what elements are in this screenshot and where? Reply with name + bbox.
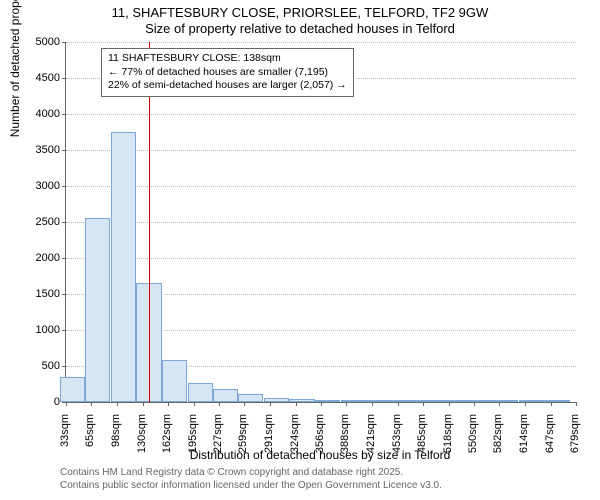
xtick-mark: [117, 402, 118, 406]
chart-title-line1: 11, SHAFTESBURY CLOSE, PRIORSLEE, TELFOR…: [0, 5, 600, 20]
annotation-line1: 11 SHAFTESBURY CLOSE: 138sqm: [108, 52, 347, 66]
xtick-mark: [576, 402, 577, 406]
ytick-label: 1000: [10, 324, 60, 336]
xtick-mark: [474, 402, 475, 406]
histogram-bar: [366, 400, 391, 402]
ytick-mark: [62, 294, 66, 295]
histogram-bar: [519, 400, 544, 402]
histogram-bar: [391, 400, 416, 402]
xtick-label: 453sqm: [391, 414, 403, 464]
ytick-mark: [62, 258, 66, 259]
gridline: [66, 186, 576, 187]
xtick-mark: [168, 402, 169, 406]
xtick-label: 291sqm: [263, 414, 275, 464]
ytick-label: 500: [10, 360, 60, 372]
histogram-bar: [111, 132, 136, 402]
gridline: [66, 42, 576, 43]
annotation-box: 11 SHAFTESBURY CLOSE: 138sqm ← 77% of de…: [101, 48, 354, 97]
xtick-label: 550sqm: [467, 414, 479, 464]
xtick-mark: [321, 402, 322, 406]
histogram-bar: [60, 377, 85, 402]
xtick-mark: [219, 402, 220, 406]
histogram-bar: [341, 400, 366, 402]
ytick-mark: [62, 114, 66, 115]
histogram-bar: [188, 383, 213, 402]
ytick-mark: [62, 78, 66, 79]
annotation-line3: 22% of semi-detached houses are larger (…: [108, 79, 347, 93]
histogram-bar: [315, 400, 340, 402]
xtick-label: 356sqm: [314, 414, 326, 464]
xtick-mark: [525, 402, 526, 406]
histogram-bar: [544, 400, 569, 402]
xtick-mark: [143, 402, 144, 406]
footer-line2: Contains public sector information licen…: [60, 480, 442, 491]
chart-title-line2: Size of property relative to detached ho…: [0, 21, 600, 36]
xtick-label: 388sqm: [339, 414, 351, 464]
xtick-mark: [296, 402, 297, 406]
annotation-line2: ← 77% of detached houses are smaller (7,…: [108, 66, 347, 80]
xtick-label: 324sqm: [289, 414, 301, 464]
xtick-mark: [346, 402, 347, 406]
xtick-label: 647sqm: [544, 414, 556, 464]
ytick-label: 3500: [10, 144, 60, 156]
xtick-label: 65sqm: [84, 414, 96, 464]
xtick-label: 162sqm: [161, 414, 173, 464]
ytick-mark: [62, 150, 66, 151]
xtick-label: 195sqm: [187, 414, 199, 464]
xtick-label: 259sqm: [237, 414, 249, 464]
ytick-label: 3000: [10, 180, 60, 192]
xtick-mark: [499, 402, 500, 406]
ytick-mark: [62, 186, 66, 187]
histogram-bar: [493, 400, 518, 402]
histogram-bar: [264, 398, 289, 402]
xtick-label: 98sqm: [110, 414, 122, 464]
xtick-label: 679sqm: [569, 414, 581, 464]
gridline: [66, 258, 576, 259]
xtick-label: 518sqm: [442, 414, 454, 464]
ytick-label: 1500: [10, 288, 60, 300]
ytick-mark: [62, 366, 66, 367]
xtick-mark: [372, 402, 373, 406]
gridline: [66, 222, 576, 223]
xtick-mark: [66, 402, 67, 406]
xtick-mark: [244, 402, 245, 406]
xtick-mark: [449, 402, 450, 406]
histogram-bar: [289, 399, 314, 402]
ytick-label: 2500: [10, 216, 60, 228]
footer-line1: Contains HM Land Registry data © Crown c…: [60, 467, 403, 478]
histogram-bar: [238, 394, 263, 402]
xtick-label: 485sqm: [416, 414, 428, 464]
histogram-bar: [213, 389, 238, 402]
xtick-mark: [194, 402, 195, 406]
ytick-mark: [62, 42, 66, 43]
xtick-mark: [91, 402, 92, 406]
xtick-mark: [423, 402, 424, 406]
xtick-label: 614sqm: [518, 414, 530, 464]
xtick-label: 582sqm: [492, 414, 504, 464]
histogram-bar: [417, 400, 442, 402]
ytick-label: 4000: [10, 108, 60, 120]
xtick-label: 33sqm: [59, 414, 71, 464]
xtick-label: 227sqm: [212, 414, 224, 464]
ytick-label: 4500: [10, 72, 60, 84]
histogram-bar: [162, 360, 187, 402]
xtick-label: 421sqm: [365, 414, 377, 464]
xtick-mark: [398, 402, 399, 406]
gridline: [66, 114, 576, 115]
ytick-label: 5000: [10, 36, 60, 48]
ytick-label: 2000: [10, 252, 60, 264]
histogram-bar: [468, 400, 493, 402]
histogram-bar: [85, 218, 110, 402]
gridline: [66, 150, 576, 151]
histogram-bar: [443, 400, 468, 402]
ytick-mark: [62, 222, 66, 223]
ytick-mark: [62, 330, 66, 331]
xtick-mark: [270, 402, 271, 406]
xtick-label: 130sqm: [136, 414, 148, 464]
ytick-label: 0: [10, 396, 60, 408]
xtick-mark: [551, 402, 552, 406]
